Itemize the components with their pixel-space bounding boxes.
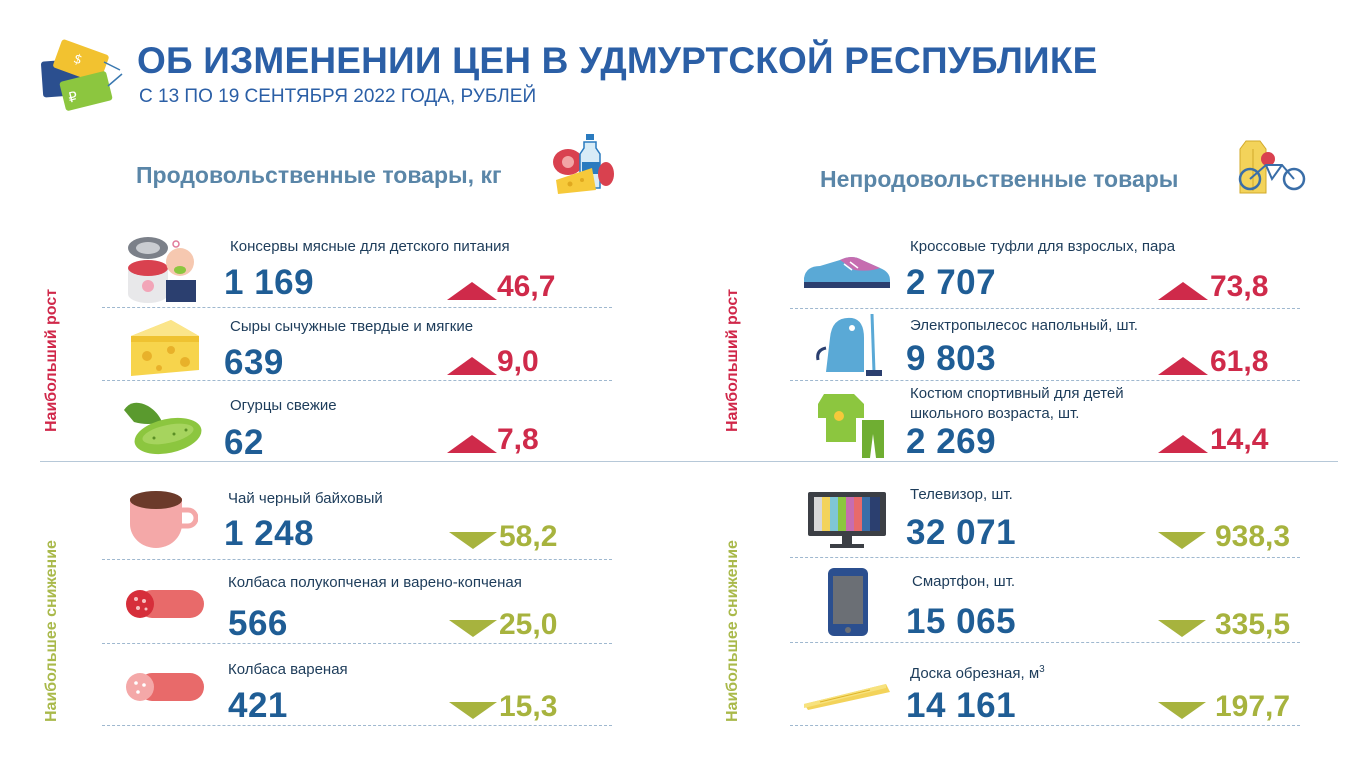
- page-title: ОБ ИЗМЕНЕНИИ ЦЕН В УДМУРТСКОЙ РЕСПУБЛИКЕ: [137, 40, 1098, 81]
- item-name: Колбаса вареная: [228, 661, 348, 678]
- vacuum-cleaner-icon: [812, 308, 886, 380]
- row-divider: [790, 308, 1300, 309]
- increase-arrow-icon: [447, 435, 497, 453]
- tv-icon: [806, 490, 888, 550]
- increase-arrow-icon: [1158, 282, 1208, 300]
- item-name: Смартфон, шт.: [912, 573, 1016, 590]
- svg-text:₽: ₽: [67, 89, 80, 107]
- price-tags-logo-icon: $ ₽: [40, 32, 130, 112]
- nonfood-section-title: Непродовольственные товары: [820, 166, 1179, 192]
- item-change: 15,3: [499, 690, 558, 723]
- item-price: 14 161: [906, 686, 1017, 725]
- item-change: 938,3: [1215, 520, 1291, 553]
- item-name: Доска обрезная, м3: [910, 664, 1045, 682]
- wood-board-icon: [800, 680, 892, 712]
- item-price: 62: [224, 423, 264, 462]
- groceries-icon: [548, 132, 616, 196]
- row-divider: [102, 725, 612, 726]
- tea-cup-icon: [126, 488, 198, 550]
- item-name: Сыры сычужные твердые и мягкие: [230, 318, 474, 335]
- row-divider: [790, 380, 1300, 381]
- increase-arrow-icon: [447, 357, 497, 375]
- decrease-arrow-icon: [1158, 620, 1206, 637]
- item-price: 9 803: [906, 339, 997, 378]
- food-section-title: Продовольственные товары, кг: [136, 162, 502, 188]
- row-divider: [790, 557, 1300, 558]
- item-price: 639: [224, 343, 284, 382]
- item-name: Чай черный байховый: [228, 490, 383, 507]
- item-change: 197,7: [1215, 690, 1291, 723]
- row-divider: [102, 559, 612, 560]
- item-change: 9,0: [497, 345, 539, 378]
- decrease-arrow-icon: [449, 532, 497, 549]
- item-price: 32 071: [906, 513, 1017, 552]
- clothes-bicycle-icon: [1236, 135, 1308, 197]
- item-name: Кроссовые туфли для взрослых, пара: [910, 238, 1176, 255]
- item-change: 46,7: [497, 270, 556, 303]
- row-divider: [102, 380, 612, 381]
- item-change: 73,8: [1210, 270, 1269, 303]
- item-change: 7,8: [497, 423, 539, 456]
- tracksuit-icon: [812, 388, 892, 460]
- row-divider: [790, 725, 1300, 726]
- item-name: Консервы мясные для детского питания: [230, 238, 510, 255]
- cucumber-icon: [118, 396, 208, 458]
- item-price: 2 707: [906, 263, 997, 302]
- decrease-arrow-icon: [1158, 532, 1206, 549]
- item-price: 15 065: [906, 602, 1017, 641]
- nonfood-decline-label: Наибольшее снижение: [724, 540, 741, 722]
- increase-arrow-icon: [1158, 357, 1208, 375]
- item-change: 61,8: [1210, 345, 1269, 378]
- canned-baby-food-icon: [124, 232, 200, 304]
- row-divider: [102, 643, 612, 644]
- item-name: Костюм спортивный для детей: [910, 385, 1124, 402]
- decrease-arrow-icon: [449, 620, 497, 637]
- item-change: 25,0: [499, 608, 558, 641]
- item-name-line2: школьного возраста, шт.: [910, 405, 1080, 422]
- item-name: Телевизор, шт.: [910, 486, 1013, 503]
- item-price: 1 169: [224, 263, 315, 302]
- smoked-sausage-icon: [124, 588, 206, 620]
- item-change: 58,2: [499, 520, 558, 553]
- food-growth-label: Наибольший рост: [43, 288, 60, 432]
- nonfood-growth-label: Наибольший рост: [724, 288, 741, 432]
- item-price: 421: [228, 686, 288, 725]
- item-price: 2 269: [906, 422, 997, 461]
- row-divider: [790, 642, 1300, 643]
- decrease-arrow-icon: [449, 702, 497, 719]
- item-name: Колбаса полукопченая и варено-копченая: [228, 574, 522, 591]
- cheese-icon: [127, 316, 202, 378]
- item-price: 566: [228, 604, 288, 643]
- sneaker-icon: [800, 250, 892, 292]
- boiled-sausage-icon: [124, 671, 206, 703]
- item-name: Огурцы свежие: [230, 397, 337, 414]
- page-subtitle: С 13 ПО 19 СЕНТЯБРЯ 2022 ГОДА, РУБЛЕЙ: [139, 86, 537, 107]
- item-name: Электропылесос напольный, шт.: [910, 317, 1138, 334]
- row-divider: [102, 307, 612, 308]
- item-price: 1 248: [224, 514, 315, 553]
- item-change: 14,4: [1210, 423, 1269, 456]
- smartphone-icon: [826, 566, 870, 638]
- food-decline-label: Наибольшее снижение: [43, 540, 60, 722]
- item-change: 335,5: [1215, 608, 1291, 641]
- increase-arrow-icon: [1158, 435, 1208, 453]
- increase-arrow-icon: [447, 282, 497, 300]
- decrease-arrow-icon: [1158, 702, 1206, 719]
- section-divider: [40, 461, 1338, 462]
